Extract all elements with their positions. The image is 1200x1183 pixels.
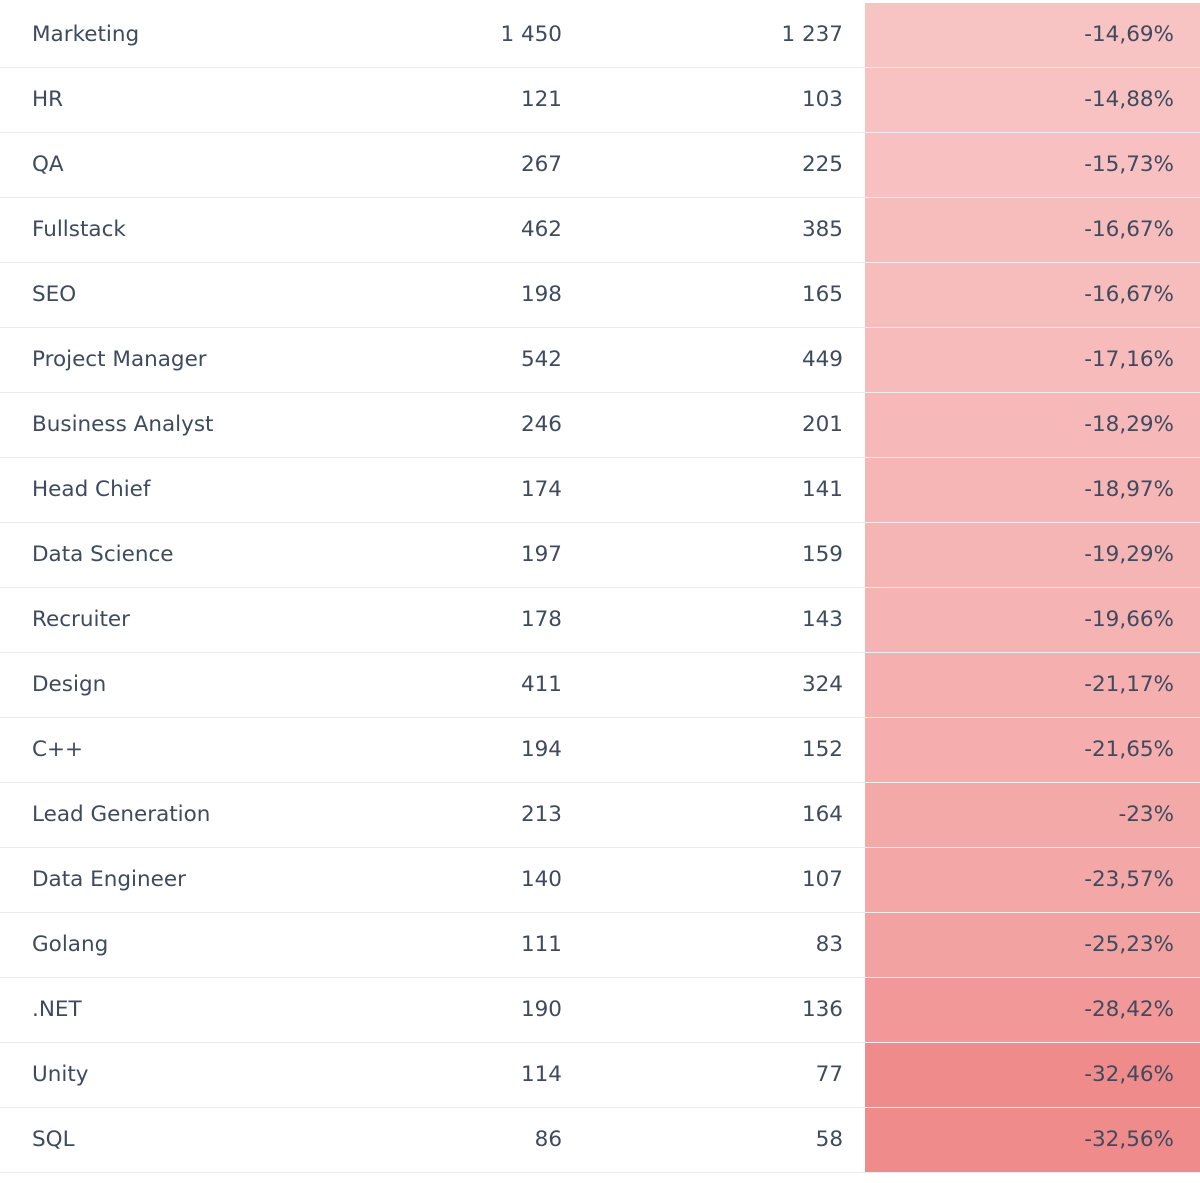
row-value-2: 1 237 [781, 22, 843, 47]
row-change: -19,66% [865, 588, 1200, 652]
table-row: Marketing 1 450 1 237 -14,69% [0, 3, 1200, 68]
row-name: QA [32, 152, 64, 177]
table-row: QA 267 225 -15,73% [0, 133, 1200, 198]
table-row: Data Engineer 140 107 -23,57% [0, 848, 1200, 913]
row-value-2: 164 [801, 802, 843, 827]
row-value-1: 267 [520, 152, 562, 177]
row-change: -16,67% [865, 198, 1200, 262]
row-value-1: 194 [520, 737, 562, 762]
row-value-1: 140 [520, 867, 562, 892]
row-value-2: 141 [801, 477, 843, 502]
table-row: .NET 190 136 -28,42% [0, 978, 1200, 1043]
row-change: -21,17% [865, 653, 1200, 717]
table-row: SEO 198 165 -16,67% [0, 263, 1200, 328]
table-row: Business Analyst 246 201 -18,29% [0, 393, 1200, 458]
row-value-1: 542 [520, 347, 562, 372]
row-name: HR [32, 87, 64, 112]
row-value-2: 159 [801, 542, 843, 567]
row-name: SQL [32, 1127, 75, 1152]
row-value-1: 1 450 [500, 22, 562, 47]
row-value-2: 152 [801, 737, 843, 762]
row-value-2: 324 [801, 672, 843, 697]
row-value-2: 225 [801, 152, 843, 177]
row-value-1: 198 [520, 282, 562, 307]
row-value-1: 178 [520, 607, 562, 632]
row-value-1: 114 [520, 1062, 562, 1087]
row-name: Project Manager [32, 347, 207, 372]
row-name: Business Analyst [32, 412, 214, 437]
data-table: Marketing 1 450 1 237 -14,69% HR 121 103 -14,88… [0, 3, 1200, 1173]
table-row: C++ 194 152 -21,65% [0, 718, 1200, 783]
row-value-1: 190 [520, 997, 562, 1022]
row-name: Golang [32, 932, 109, 957]
row-name: Head Chief [32, 477, 151, 502]
row-value-2: 449 [801, 347, 843, 372]
row-value-2: 385 [801, 217, 843, 242]
row-value-1: 174 [520, 477, 562, 502]
row-value-2: 103 [801, 87, 843, 112]
row-name: SEO [32, 282, 77, 307]
row-value-2: 77 [815, 1062, 843, 1087]
row-change: -18,29% [865, 393, 1200, 457]
row-value-1: 213 [520, 802, 562, 827]
row-change: -15,73% [865, 133, 1200, 197]
row-value-2: 136 [801, 997, 843, 1022]
table-row: Lead Generation 213 164 -23% [0, 783, 1200, 848]
row-value-1: 121 [520, 87, 562, 112]
row-change: -32,46% [865, 1043, 1200, 1107]
row-name: Design [32, 672, 107, 697]
row-name: Data Engineer [32, 867, 186, 892]
row-change: -19,29% [865, 523, 1200, 587]
table-row: HR 121 103 -14,88% [0, 68, 1200, 133]
row-change: -14,69% [865, 3, 1200, 67]
row-change: -21,65% [865, 718, 1200, 782]
row-change: -28,42% [865, 978, 1200, 1042]
row-value-2: 58 [815, 1127, 843, 1152]
row-change: -16,67% [865, 263, 1200, 327]
row-change: -18,97% [865, 458, 1200, 522]
row-name: Recruiter [32, 607, 130, 632]
row-change: -17,16% [865, 328, 1200, 392]
table-row: Data Science 197 159 -19,29% [0, 523, 1200, 588]
row-value-2: 201 [801, 412, 843, 437]
row-name: Data Science [32, 542, 174, 567]
table-row: Fullstack 462 385 -16,67% [0, 198, 1200, 263]
row-value-1: 246 [520, 412, 562, 437]
row-value-1: 197 [520, 542, 562, 567]
table-row: Design 411 324 -21,17% [0, 653, 1200, 718]
table-row: Recruiter 178 143 -19,66% [0, 588, 1200, 653]
row-name: Fullstack [32, 217, 126, 242]
row-name: C++ [32, 737, 84, 762]
row-value-2: 107 [801, 867, 843, 892]
row-change: -23,57% [865, 848, 1200, 912]
table-row: Head Chief 174 141 -18,97% [0, 458, 1200, 523]
row-change: -14,88% [865, 68, 1200, 132]
row-name: Marketing [32, 22, 140, 47]
row-change: -25,23% [865, 913, 1200, 977]
table-row: Unity 114 77 -32,46% [0, 1043, 1200, 1108]
row-change: -32,56% [865, 1108, 1200, 1172]
row-name: Unity [32, 1062, 89, 1087]
row-value-1: 86 [534, 1127, 562, 1152]
row-value-2: 143 [801, 607, 843, 632]
row-value-2: 83 [815, 932, 843, 957]
row-value-1: 111 [520, 932, 562, 957]
table-row: SQL 86 58 -32,56% [0, 1108, 1200, 1173]
row-value-2: 165 [801, 282, 843, 307]
row-name: Lead Generation [32, 802, 211, 827]
row-change: -23% [865, 783, 1200, 847]
row-name: .NET [32, 997, 82, 1022]
row-value-1: 462 [520, 217, 562, 242]
row-value-1: 411 [520, 672, 562, 697]
table-row: Project Manager 542 449 -17,16% [0, 328, 1200, 393]
table-row: Golang 111 83 -25,23% [0, 913, 1200, 978]
